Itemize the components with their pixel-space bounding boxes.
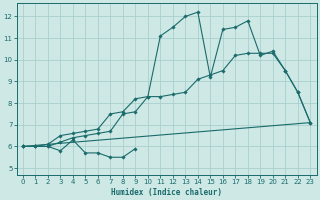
X-axis label: Humidex (Indice chaleur): Humidex (Indice chaleur) <box>111 188 222 197</box>
